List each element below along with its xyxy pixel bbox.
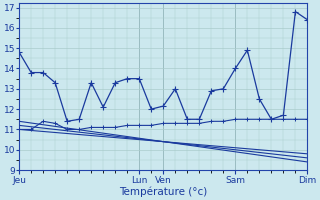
- X-axis label: Température (°c): Température (°c): [119, 186, 207, 197]
